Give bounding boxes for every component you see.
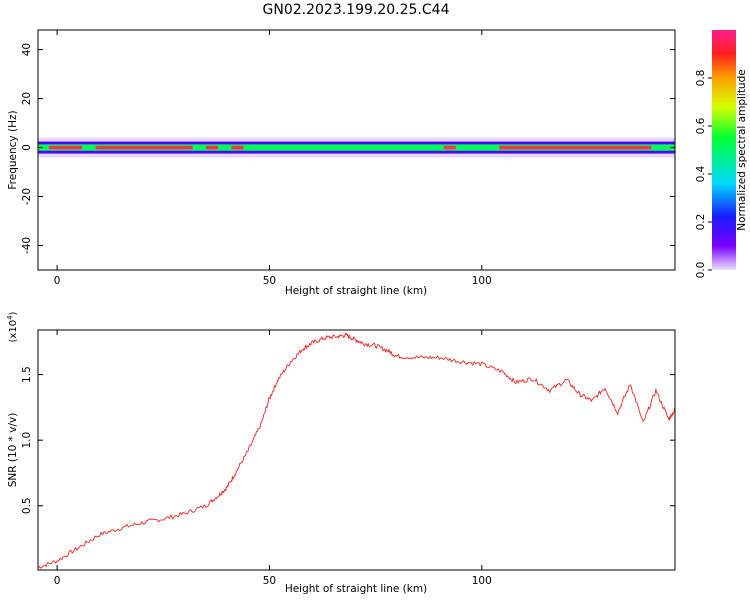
heatmap-y-tick-label: -40	[21, 237, 33, 254]
heatmap-y-axis-label: Frequency (Hz)	[7, 110, 19, 189]
snr-y-ticks: 0.5 1.0 1.5	[21, 366, 675, 514]
snr-panel: 0 50 100 0.5 1.0 1.5 Height of straight line…	[6, 311, 676, 595]
colorbar-tick-label: 0.2	[695, 214, 707, 231]
colorbar: 0.0 0.2 0.4 0.6 0.8 Normalized spectral ampl…	[695, 30, 748, 278]
heatmap-x-tick-label: 100	[472, 275, 492, 287]
colorbar-label: Normalized spectral amplitude	[736, 69, 748, 230]
ridge-peak-segment-3	[231, 145, 244, 150]
snr-x-tick-label: 100	[472, 575, 492, 587]
heatmap-x-tick-label: 0	[54, 275, 61, 287]
colorbar-ticks: 0.0 0.2 0.4 0.6 0.8	[695, 70, 712, 279]
ridge-band-2	[38, 144, 675, 151]
snr-y-tick-label: 1.5	[21, 366, 33, 383]
heatmap-y-ticks: -40 -20 0 20 40	[21, 43, 675, 254]
ridge-peak-segment-0	[48, 145, 83, 150]
ridge-peak-segment-5	[498, 145, 652, 150]
snr-y-axis-label: SNR (10 * v/v)	[7, 413, 19, 488]
heatmap-y-tick-label: -20	[21, 188, 33, 205]
heatmap-y-tick-label: 40	[21, 43, 33, 56]
ridge-peak-segment-1	[95, 145, 194, 150]
snr-x-axis-label: Height of straight line (km)	[285, 583, 427, 595]
colorbar-tick-label: 0.8	[695, 70, 707, 87]
heatmap-y-tick-label: 20	[21, 92, 33, 105]
snr-y-tick-label: 0.5	[21, 497, 33, 514]
snr-x-tick-label: 0	[54, 575, 61, 587]
snr-x-ticks: 0 50 100	[54, 330, 492, 587]
heatmap-y-tick-label: 0	[21, 144, 33, 151]
snr-series-line	[38, 332, 675, 569]
heatmap-x-tick-label: 50	[263, 275, 276, 287]
heatmap-x-axis-label: Height of straight line (km)	[285, 285, 427, 297]
heatmap-frame	[37, 29, 676, 271]
heatmap-x-ticks: 0 50 100	[54, 30, 492, 287]
snr-y-multiplier: (x104)	[6, 311, 19, 342]
ridge-peak-segment-2	[205, 145, 219, 150]
colorbar-tick-label: 0.6	[695, 117, 707, 134]
colorbar-tick-label: 0.4	[695, 165, 707, 182]
colorbar-bar	[712, 30, 736, 270]
colorbar-tick-label: 0.0	[695, 262, 707, 279]
snr-y-tick-label: 1.0	[21, 432, 33, 449]
snr-frame	[37, 329, 676, 571]
heatmap-ridge	[38, 137, 675, 158]
figure-title: GN02.2023.199.20.25.C44	[263, 2, 450, 18]
ridge-peak-segment-4	[443, 145, 457, 150]
heatmap-panel: 0 50 100 -40 -20 0 20 40 Height of straight li…	[7, 29, 676, 297]
snr-x-tick-label: 50	[263, 575, 276, 587]
